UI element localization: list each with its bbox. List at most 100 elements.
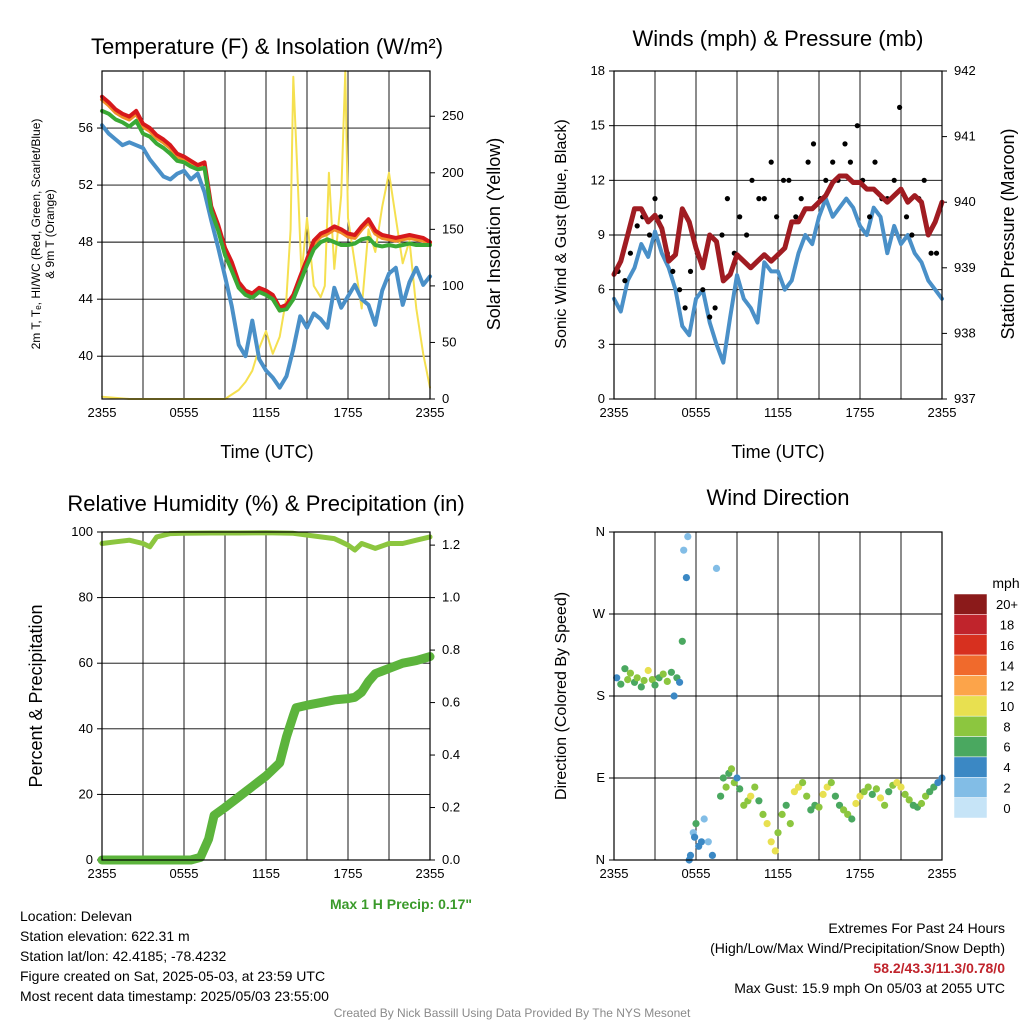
colorbar-label: 10	[1000, 699, 1014, 714]
colorbar-swatch	[953, 756, 988, 778]
winds-gust-point	[724, 196, 731, 202]
temperature-ytick-right-label: 200	[442, 165, 464, 180]
direction-point	[626, 669, 635, 677]
humidity-ytick-left-label: 80	[79, 590, 93, 605]
winds-ytick-left-label: 15	[591, 118, 605, 133]
direction-point	[872, 785, 881, 793]
temperature-title: Temperature (F) & Insolation (W/m²)	[91, 34, 443, 59]
recent-data-text: Most recent data timestamp: 2025/05/03 2…	[20, 988, 329, 1004]
winds-gust-point	[761, 196, 767, 202]
direction-point	[682, 574, 691, 582]
temperature-ytick-left-label: 40	[79, 348, 93, 363]
colorbar-label: 6	[1003, 740, 1010, 755]
direction-point	[651, 681, 659, 689]
winds-gust-point	[768, 159, 774, 165]
winds-gust-point	[897, 104, 903, 110]
station-info: Location: Delevan Station elevation: 622…	[20, 906, 329, 1006]
winds-ytick-right-label: 942	[954, 63, 976, 78]
extremes-values: 58.2/43.3/11.3/0.78/0	[873, 960, 1005, 976]
winds-ytick-left-label: 6	[598, 282, 605, 297]
winds-ytick-left-label: 3	[598, 336, 605, 351]
humidity-ytick-right-label: 0.6	[442, 695, 460, 710]
direction-xtick-label: 0555	[682, 866, 711, 881]
created-text: Figure created on Sat, 2025-05-03, at 23…	[20, 968, 326, 984]
direction-point	[864, 783, 872, 791]
direction-point	[774, 829, 782, 837]
humidity-ytick-right-label: 0.4	[442, 747, 460, 762]
direction-point	[736, 785, 744, 793]
direction-point	[670, 692, 678, 700]
elevation-text: Station elevation: 622.31 m	[20, 928, 190, 944]
winds-gust-point	[909, 232, 915, 238]
winds-ytick-left-label: 0	[598, 391, 605, 406]
direction-ytick-left-label: N	[596, 524, 605, 539]
temperature-ylabel-line2: & 9m T (Orange)	[43, 189, 57, 279]
winds-gust-point	[774, 214, 780, 220]
direction-point	[901, 790, 909, 799]
colorbar-label: 14	[1000, 658, 1014, 673]
colorbar-label: 4	[1003, 760, 1010, 775]
direction-point	[659, 670, 667, 678]
direction-point	[844, 810, 852, 819]
colorbar-label: 16	[1000, 638, 1014, 653]
colorbar-swatch	[953, 614, 988, 635]
winds-ytick-left-label: 9	[598, 227, 605, 242]
winds-xtick-label: 0555	[682, 405, 711, 420]
temperature-xtick-label: 2355	[416, 405, 445, 420]
direction-point	[678, 637, 686, 645]
winds-gust-point	[872, 159, 878, 165]
direction-point	[799, 779, 807, 787]
winds-ytick-left-label: 18	[591, 63, 605, 78]
colorbar-label: 2	[1003, 780, 1010, 795]
direction-point	[827, 779, 835, 787]
direction-point	[835, 801, 844, 809]
winds-gust-point	[652, 196, 658, 202]
humidity-xtick-label: 0555	[170, 866, 199, 881]
direction-point	[747, 792, 755, 800]
humidity-xtick-label: 1755	[334, 866, 363, 881]
direction-ytick-left-label: N	[596, 852, 605, 867]
direction-point	[807, 806, 815, 814]
winds-gust-point	[805, 159, 811, 165]
direction-point	[719, 774, 727, 782]
colorbar-label: 18	[1000, 618, 1014, 633]
humidity-ytick-left-label: 0	[86, 852, 93, 867]
temperature-series-dewpoint-blue	[100, 123, 432, 390]
winds-series-sonic-wind	[612, 196, 944, 365]
direction-point	[637, 683, 645, 691]
direction-point	[803, 792, 811, 800]
colorbar-swatch	[953, 777, 988, 798]
temperature-xtick-label: 1755	[334, 405, 363, 420]
direction-xtick-label: 2355	[928, 866, 957, 881]
winds-gust-point	[670, 268, 676, 274]
humidity-ytick-left-label: 60	[79, 655, 93, 670]
direction-point	[644, 666, 652, 675]
direction-title: Wind Direction	[706, 485, 849, 510]
winds-gust-point	[798, 196, 804, 202]
colorbar-swatch	[953, 634, 988, 656]
winds-gust-point	[793, 214, 799, 220]
winds-frame	[613, 70, 943, 400]
humidity-ytick-left-label: 20	[79, 786, 93, 801]
direction-point	[868, 790, 876, 799]
direction-point	[897, 783, 905, 791]
humidity-ytick-right-label: 0.0	[442, 852, 460, 867]
winds-gust-point	[719, 232, 725, 238]
extremes-heading: Extremes For Past 24 Hours	[828, 920, 1005, 936]
direction-ytick-left-label: E	[596, 770, 605, 785]
direction-point	[697, 838, 706, 846]
winds-ylabel-left: Sonic Wind & Gust (Blue, Black)	[553, 119, 570, 348]
winds-ylabel-right: Station Pressure (Maroon)	[998, 128, 1018, 339]
winds-gust-point	[682, 305, 688, 311]
direction-point	[778, 810, 786, 819]
winds-gust-point	[830, 159, 836, 165]
winds-gust-point	[780, 177, 787, 183]
direction-point	[663, 677, 671, 686]
direction-ytick-left-label: S	[596, 688, 605, 703]
winds-ytick-right-label: 941	[954, 129, 976, 144]
temperature-ytick-right-label: 250	[442, 108, 464, 123]
direction-point	[667, 668, 676, 676]
humidity-series-rh	[99, 530, 433, 553]
direction-ytick-left-label: W	[593, 606, 606, 621]
winds-gust-point	[786, 177, 792, 183]
